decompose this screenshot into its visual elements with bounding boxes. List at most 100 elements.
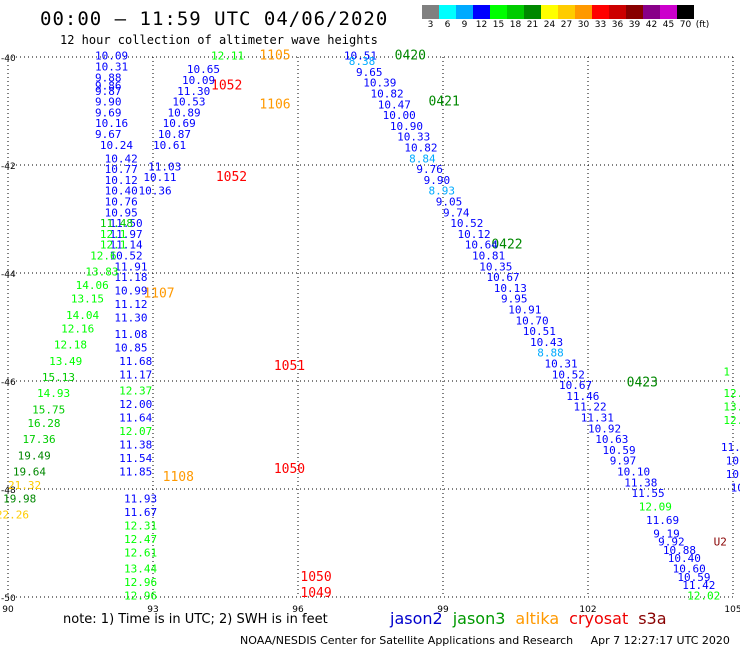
time-label: 0421	[429, 95, 460, 110]
wave-height-label: 10.82	[371, 88, 404, 101]
wave-height-label: 1	[723, 366, 730, 379]
wave-height-label: 16.28	[27, 417, 60, 430]
wave-height-label: 10.09	[95, 50, 128, 63]
wave-height-label: 10.52	[552, 368, 585, 381]
wave-height-label: 11.14	[110, 239, 143, 252]
y-tick-label: -40	[1, 54, 16, 64]
wave-height-label: 10.92	[588, 422, 621, 435]
color-scale-label: 33	[594, 20, 607, 30]
wave-height-label: 11.22	[574, 401, 607, 414]
wave-height-label: 12.1	[100, 228, 127, 241]
wave-height-label: 10.65	[187, 63, 220, 76]
color-swatch	[507, 5, 524, 19]
wave-height-label: 11.64	[119, 412, 152, 425]
color-swatch	[643, 5, 660, 19]
wave-height-label: 10.24	[100, 139, 133, 152]
color-scale-label: 21	[526, 20, 539, 30]
wave-height-label: 13.44	[124, 563, 157, 576]
wave-height-label: 12.47	[124, 533, 157, 546]
wave-height-label: 11.97	[110, 228, 143, 241]
color-scale-label: 36	[611, 20, 624, 30]
color-scale-cell: 6	[439, 5, 456, 30]
y-tick-label: -42	[1, 162, 16, 172]
wave-height-label: 12.16	[61, 322, 94, 335]
wave-height-label: 12.02	[687, 590, 720, 603]
color-swatch	[694, 5, 711, 19]
color-scale-cell: 36	[609, 5, 626, 30]
wave-height-label: 9.65	[356, 66, 383, 79]
color-scale-label: 42	[645, 20, 658, 30]
wave-height-label: 10.31	[545, 358, 578, 371]
wave-height-label: 11.05	[721, 441, 740, 454]
color-scale-cell: 39	[626, 5, 643, 30]
color-scale-cell: 18	[507, 5, 524, 30]
wave-height-label: 10.52	[450, 217, 483, 230]
wave-height-label: 10.64	[465, 239, 498, 252]
wave-height-label: 10.89	[168, 106, 201, 119]
wave-height-label: 9.67	[95, 128, 122, 141]
wave-height-label: 11.38	[119, 439, 152, 452]
y-tick-label: -44	[1, 270, 16, 280]
wave-height-label: 9.76	[416, 163, 443, 176]
wave-height-label: 10.67	[487, 271, 520, 284]
wave-height-label: 10.87	[158, 128, 191, 141]
wave-height-label: 8.84	[409, 152, 436, 165]
color-swatch	[541, 5, 558, 19]
wave-height-label: 10.99	[114, 285, 147, 298]
page-title: 00:00 – 11:59 UTC 04/06/2020	[40, 8, 389, 30]
wave-height-label: 21.32	[8, 479, 41, 492]
wave-height-label: 12.96	[124, 590, 157, 603]
time-label: 0423	[627, 375, 658, 390]
wave-height-label: 19.49	[18, 449, 51, 462]
wave-height-label: 9.86	[95, 79, 122, 92]
wave-height-label: 13.15	[71, 293, 104, 306]
x-tick-label: 96	[292, 605, 304, 615]
color-scale-cell: 27	[558, 5, 575, 30]
wave-height-label: 11.54	[119, 452, 152, 465]
satellite-legend-jason2: jason2	[390, 609, 443, 628]
wave-height-label: 13.0	[723, 401, 740, 414]
page-subtitle: 12 hour collection of altimeter wave hei…	[60, 33, 378, 47]
y-tick-label: -48	[1, 486, 16, 496]
wave-height-label: 10.60	[673, 563, 706, 576]
wave-height-label: 10.52	[110, 250, 143, 263]
wave-height-label: 9.69	[95, 106, 122, 119]
wave-height-label: 12.96	[124, 576, 157, 589]
wave-height-label: 8.88	[537, 347, 564, 360]
color-swatch	[592, 5, 609, 19]
wave-height-label: 22.26	[0, 509, 29, 522]
wave-height-label: 10.24	[726, 455, 740, 468]
x-tick-label: 90	[2, 605, 14, 615]
wave-height-label: 11.42	[682, 579, 715, 592]
color-scale-cell: 45	[660, 5, 677, 30]
wave-height-label: 11.67	[124, 506, 157, 519]
wave-height-label: 10.40	[668, 552, 701, 565]
wave-height-label: 11.03	[148, 160, 181, 173]
wave-height-label: 10.85	[114, 341, 147, 354]
color-scale-cell: 70	[677, 5, 694, 30]
wave-height-label: 10.10	[617, 466, 650, 479]
color-swatch	[473, 5, 490, 19]
wave-height-label: 10.91	[508, 304, 541, 317]
color-scale-cell: 30	[575, 5, 592, 30]
wave-height-label: 10.42	[105, 152, 138, 165]
wave-height-label: 9.87	[95, 85, 122, 98]
wave-height-label: 12.31	[124, 520, 157, 533]
wave-height-label: 11.38	[624, 476, 657, 489]
wave-height-label: 10.12	[458, 228, 491, 241]
color-scale-legend: 3 6 9 12 15 18 21 24 27 30 33 36 39 42 45 70 (ft)	[422, 5, 711, 30]
x-tick-label: 102	[579, 605, 596, 615]
wave-height-label: 19.98	[3, 493, 36, 506]
time-label: 1052	[216, 170, 247, 185]
wave-height-label: 10.43	[530, 336, 563, 349]
wave-height-label: 10.31	[95, 61, 128, 74]
wave-height-label: 10.09	[726, 468, 740, 481]
wave-height-label: 10.70	[516, 314, 549, 327]
wave-height-label: 10.77	[105, 163, 138, 176]
wave-height-label: 10.39	[363, 77, 396, 90]
wave-height-label: 11.30	[114, 312, 147, 325]
color-scale-label: 3	[427, 20, 434, 30]
wave-height-label: 13.83	[85, 266, 118, 279]
wave-height-label: 10.61	[153, 139, 186, 152]
wave-height-label: 12.4	[723, 414, 740, 427]
